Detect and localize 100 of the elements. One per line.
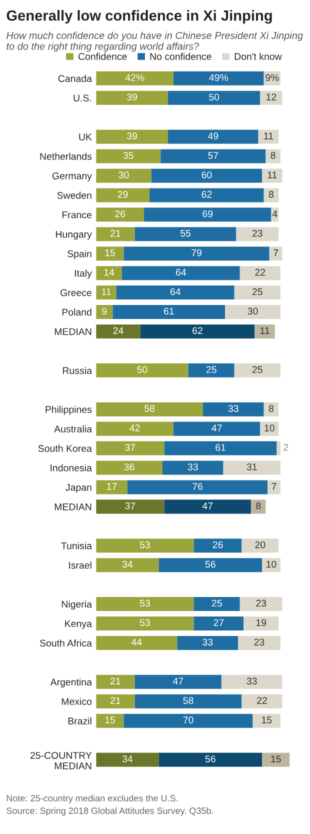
data-label: 12	[266, 94, 276, 100]
data-label: 37	[125, 444, 136, 451]
data-label: 7	[272, 483, 276, 490]
data-label: 30	[248, 308, 258, 315]
bar	[164, 441, 277, 456]
data-label: 8	[270, 152, 276, 159]
bar	[250, 500, 266, 514]
data-label: 25	[252, 366, 262, 374]
bar	[96, 90, 168, 105]
bar	[96, 149, 161, 164]
data-label: 25	[252, 288, 262, 296]
bar	[240, 597, 282, 612]
bar	[234, 286, 280, 300]
data-label: 21	[110, 697, 120, 704]
y-tick-label: Israel	[69, 562, 92, 569]
y-tick-label: UK	[79, 134, 92, 140]
data-label: 4	[272, 210, 278, 218]
data-label: 15	[271, 756, 281, 762]
bar	[96, 422, 174, 436]
bar	[168, 90, 260, 105]
bar	[96, 441, 164, 456]
chart-subtitle: How much confidence do you have in Chinese President Xi Jinping to do the right thing regarding world affairs?	[6, 32, 303, 52]
data-label: 37	[125, 502, 136, 510]
bar	[96, 636, 178, 650]
y-tick-label: Germany	[52, 172, 92, 182]
bar	[234, 363, 280, 378]
y-tick-label: Nigeria	[62, 600, 92, 610]
bar	[96, 500, 164, 514]
bar	[221, 674, 282, 689]
bar	[276, 441, 280, 456]
y-tick-label: Canada	[58, 74, 92, 82]
bar	[96, 597, 194, 612]
data-label: 20	[255, 541, 266, 548]
data-label: 39	[127, 94, 137, 100]
bar	[122, 266, 240, 280]
bar	[96, 324, 140, 338]
bar	[96, 480, 128, 494]
y-tick-label: Greece	[60, 289, 92, 296]
legend-label: Don't know	[234, 52, 282, 60]
data-label: 58	[144, 405, 155, 412]
data-label: 14	[104, 268, 114, 276]
bar	[96, 538, 194, 553]
y-tick-label: Russia	[63, 366, 92, 374]
data-label: 61	[164, 308, 174, 315]
bar	[127, 480, 268, 494]
bar	[268, 480, 280, 494]
bar	[116, 286, 234, 300]
bar	[162, 460, 224, 475]
chart-title: Generally low confidence in Xi Jinping	[6, 10, 272, 24]
data-label: 49	[208, 132, 218, 140]
data-label: 79	[192, 249, 202, 256]
data-label: 15	[262, 716, 272, 724]
data-label: 53	[140, 619, 150, 626]
bar	[252, 714, 280, 728]
data-label: 33	[188, 463, 198, 470]
data-label: 23	[256, 600, 266, 607]
bar	[96, 694, 135, 708]
bar	[194, 597, 240, 612]
data-label: 33	[246, 678, 257, 685]
y-tick-label: Italy	[75, 270, 92, 279]
data-label: 11	[102, 288, 111, 296]
y-tick-label: Philippines	[46, 406, 92, 415]
data-label: 26	[115, 210, 126, 218]
data-label: 25	[212, 600, 222, 607]
data-label: 8	[268, 405, 274, 412]
bar	[96, 616, 194, 631]
bar	[236, 227, 279, 242]
bar	[269, 246, 282, 261]
bar	[244, 616, 279, 631]
y-tick-label: France	[62, 212, 92, 218]
bar	[96, 71, 174, 86]
bar	[158, 558, 262, 572]
bar	[134, 694, 242, 708]
bar	[150, 188, 264, 202]
text: Note: 25-country median excludes the U.S.	[6, 794, 178, 804]
data-label: 56	[205, 755, 216, 762]
bar	[134, 227, 236, 242]
data-label: 22	[255, 268, 266, 276]
bar	[140, 324, 255, 338]
bar	[262, 168, 282, 183]
y-tick-label: Tunisia	[61, 542, 92, 550]
data-label: 62	[202, 190, 212, 198]
bar	[242, 538, 279, 553]
data-label: 33	[202, 638, 213, 646]
data-label: 64	[170, 288, 180, 296]
bar	[96, 674, 135, 689]
data-label: 55	[180, 230, 191, 237]
data-label: 49%	[209, 74, 228, 82]
data-label: 11	[264, 132, 274, 140]
bar	[194, 616, 244, 631]
bar	[223, 460, 280, 475]
bar	[264, 188, 279, 202]
bar	[225, 305, 280, 320]
bar	[96, 402, 204, 416]
data-label: 76	[192, 482, 202, 490]
data-label: 47	[172, 678, 184, 684]
data-label: 34	[122, 560, 133, 568]
data-label: 58	[183, 697, 194, 704]
legend-label: No confidence	[150, 52, 212, 60]
data-label: 9%	[266, 74, 279, 82]
